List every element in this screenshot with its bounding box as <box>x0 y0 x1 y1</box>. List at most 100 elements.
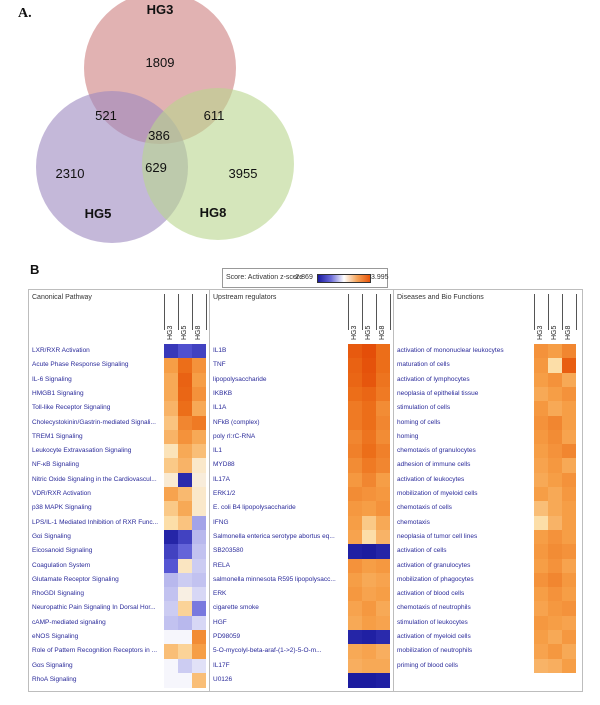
term-label[interactable]: RhoGDI Signaling <box>32 590 85 598</box>
heatmap-cell[interactable] <box>548 601 562 617</box>
heatmap-cell[interactable] <box>178 458 192 474</box>
term-label[interactable]: IL1A <box>213 404 227 412</box>
heatmap-cell[interactable] <box>164 630 178 645</box>
heatmap-cell[interactable] <box>348 630 362 645</box>
term-label[interactable]: Role of Pattern Recognition Receptors in… <box>32 647 158 655</box>
term-label[interactable]: chemotaxis of neutrophils <box>397 604 471 612</box>
heatmap-cell[interactable] <box>192 630 206 645</box>
heatmap-cell[interactable] <box>164 658 178 674</box>
heatmap-cell[interactable] <box>562 615 576 631</box>
term-label[interactable]: Gαi Signaling <box>32 532 71 540</box>
heatmap-cell[interactable] <box>534 515 548 531</box>
heatmap-cell[interactable] <box>178 544 192 559</box>
heatmap-cell[interactable] <box>562 429 576 445</box>
term-label[interactable]: TNF <box>213 361 226 369</box>
heatmap-cell[interactable] <box>192 644 206 659</box>
heatmap-cell[interactable] <box>362 529 376 545</box>
term-label[interactable]: maturation of cells <box>397 361 450 369</box>
heatmap-cell[interactable] <box>362 344 376 359</box>
heatmap-cell[interactable] <box>534 458 548 474</box>
heatmap-cell[interactable] <box>534 487 548 502</box>
heatmap-cell[interactable] <box>562 587 576 602</box>
heatmap-cell[interactable] <box>348 372 362 388</box>
heatmap-cell[interactable] <box>376 515 390 531</box>
heatmap-cell[interactable] <box>362 501 376 516</box>
term-label[interactable]: activation of granulocytes <box>397 561 471 569</box>
heatmap-cell[interactable] <box>534 658 548 674</box>
heatmap-cell[interactable] <box>534 344 548 359</box>
heatmap-cell[interactable] <box>562 644 576 659</box>
heatmap-cell[interactable] <box>562 386 576 402</box>
term-label[interactable]: SB203580 <box>213 547 244 555</box>
term-label[interactable]: NFkB (complex) <box>213 418 260 426</box>
heatmap-cell[interactable] <box>376 487 390 502</box>
heatmap-cell[interactable] <box>178 601 192 617</box>
heatmap-cell[interactable] <box>164 401 178 416</box>
heatmap-cell[interactable] <box>348 587 362 602</box>
heatmap-cell[interactable] <box>376 401 390 416</box>
heatmap-cell[interactable] <box>348 415 362 431</box>
term-label[interactable]: salmonella minnesota R595 lipopolysacc..… <box>213 575 336 583</box>
heatmap-cell[interactable] <box>376 572 390 588</box>
heatmap-cell[interactable] <box>562 415 576 431</box>
heatmap-cell[interactable] <box>178 372 192 388</box>
heatmap-cell[interactable] <box>362 572 376 588</box>
heatmap-cell[interactable] <box>534 558 548 574</box>
heatmap-cell[interactable] <box>348 672 362 688</box>
heatmap-cell[interactable] <box>376 587 390 602</box>
term-label[interactable]: activation of leukocytes <box>397 475 465 483</box>
heatmap-cell[interactable] <box>376 558 390 574</box>
heatmap-cell[interactable] <box>192 672 206 688</box>
heatmap-cell[interactable] <box>548 401 562 416</box>
heatmap-cell[interactable] <box>348 487 362 502</box>
heatmap-cell[interactable] <box>362 487 376 502</box>
heatmap-cell[interactable] <box>362 515 376 531</box>
term-label[interactable]: homing <box>397 432 419 440</box>
heatmap-cell[interactable] <box>362 615 376 631</box>
term-label[interactable]: ERK <box>213 590 227 598</box>
term-label[interactable]: LXR/RXR Activation <box>32 347 90 354</box>
term-label[interactable]: IL1B <box>213 347 227 354</box>
heatmap-cell[interactable] <box>376 458 390 474</box>
heatmap-cell[interactable] <box>562 572 576 588</box>
heatmap-cell[interactable] <box>376 444 390 459</box>
heatmap-cell[interactable] <box>562 515 576 531</box>
heatmap-cell[interactable] <box>362 587 376 602</box>
heatmap-cell[interactable] <box>178 386 192 402</box>
heatmap-cell[interactable] <box>376 415 390 431</box>
term-label[interactable]: E. coli B4 lipopolysaccharide <box>213 504 296 512</box>
term-label[interactable]: Acute Phase Response Signaling <box>32 361 129 369</box>
heatmap-cell[interactable] <box>376 544 390 559</box>
heatmap-cell[interactable] <box>192 472 206 488</box>
heatmap-cell[interactable] <box>348 344 362 359</box>
heatmap-cell[interactable] <box>534 630 548 645</box>
term-label[interactable]: Salmonella enterica serotype abortus eq.… <box>213 532 335 540</box>
heatmap-cell[interactable] <box>178 630 192 645</box>
heatmap-cell[interactable] <box>376 344 390 359</box>
heatmap-cell[interactable] <box>178 487 192 502</box>
heatmap-cell[interactable] <box>348 386 362 402</box>
term-label[interactable]: IKBKB <box>213 389 233 397</box>
heatmap-cell[interactable] <box>164 544 178 559</box>
term-label[interactable]: homing of cells <box>397 418 441 426</box>
heatmap-cell[interactable] <box>362 372 376 388</box>
term-label[interactable]: TREM1 Signaling <box>32 432 83 440</box>
heatmap-cell[interactable] <box>548 558 562 574</box>
heatmap-cell[interactable] <box>192 501 206 516</box>
heatmap-cell[interactable] <box>164 386 178 402</box>
term-label[interactable]: cigarette smoke <box>213 604 259 612</box>
heatmap-cell[interactable] <box>562 529 576 545</box>
heatmap-cell[interactable] <box>348 529 362 545</box>
heatmap-cell[interactable] <box>534 415 548 431</box>
heatmap-cell[interactable] <box>192 572 206 588</box>
heatmap-cell[interactable] <box>376 372 390 388</box>
heatmap-cell[interactable] <box>562 472 576 488</box>
heatmap-cell[interactable] <box>178 515 192 531</box>
term-label[interactable]: IL17A <box>213 475 230 483</box>
heatmap-cell[interactable] <box>376 358 390 373</box>
term-label[interactable]: activation of mononuclear leukocytes <box>397 347 504 354</box>
heatmap-cell[interactable] <box>534 615 548 631</box>
heatmap-cell[interactable] <box>376 601 390 617</box>
heatmap-cell[interactable] <box>192 544 206 559</box>
heatmap-cell[interactable] <box>192 401 206 416</box>
